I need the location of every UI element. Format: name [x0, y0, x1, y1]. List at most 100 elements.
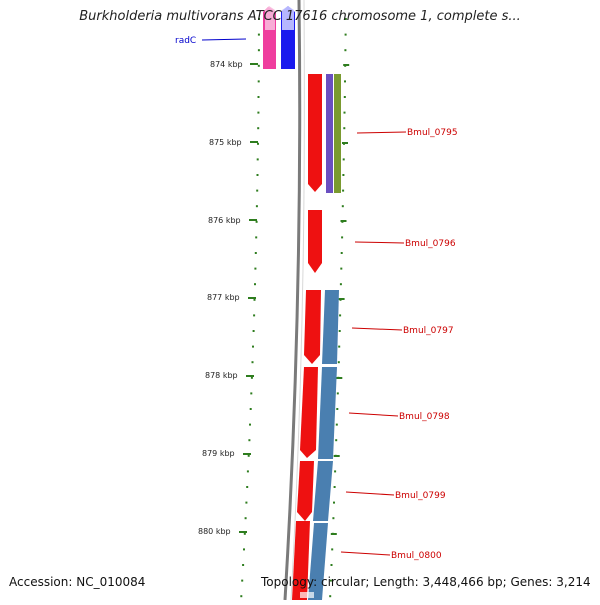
major-tick-right	[342, 142, 348, 144]
bmul-0798-label-line	[348, 412, 399, 417]
minor-tick-right	[338, 330, 341, 332]
minor-tick-right	[339, 283, 342, 286]
gene-bmul-0799-blue[interactable]	[313, 461, 333, 521]
gene-bmul-0795-olive[interactable]	[334, 74, 341, 193]
minor-tick-left	[252, 330, 255, 332]
gene-label-radc: radC	[175, 36, 196, 46]
major-tick-876	[249, 219, 257, 221]
minor-tick-right	[333, 486, 336, 488]
chromosome-backbone	[283, 0, 302, 601]
minor-tick-left	[257, 127, 260, 130]
gene-bmul-0797-blue[interactable]	[322, 290, 339, 364]
kbp-label-875: 875 kbp	[209, 138, 242, 147]
major-tick-right	[343, 64, 350, 66]
minor-tick-right	[329, 579, 332, 582]
page-title: Burkholderia multivorans ATCC 17616 chro…	[79, 9, 521, 24]
major-tick-right	[336, 377, 343, 379]
minor-tick-left	[243, 548, 245, 551]
minor-tick-right	[335, 423, 338, 426]
topology-text: Topology: circular; Length: 3,448,466 bp…	[261, 575, 591, 589]
minor-tick-right	[333, 501, 335, 504]
major-tick-right	[330, 533, 337, 535]
minor-tick-left	[257, 64, 260, 67]
gene-bmul-0795-cds[interactable]	[308, 74, 322, 192]
gene-bmul-0800-blue[interactable]	[308, 523, 328, 600]
minor-tick-right	[344, 18, 347, 20]
gene-bmul-0795-purple[interactable]	[326, 74, 333, 193]
minor-tick-left	[255, 220, 258, 223]
gene-label-bmul-0795: Bmul_0795	[407, 128, 458, 138]
gene-bmul-0798-cds[interactable]	[300, 367, 318, 458]
minor-tick-right	[334, 470, 337, 473]
minor-tick-left	[246, 470, 249, 473]
gene-bmul-0797-cds[interactable]	[304, 290, 321, 364]
minor-tick-left	[253, 298, 256, 301]
major-tick-879	[243, 453, 251, 455]
major-tick-880	[239, 531, 247, 533]
minor-tick-right	[342, 158, 345, 161]
major-tick-right	[333, 455, 340, 457]
kbp-label-874: 874 kbp	[210, 60, 243, 69]
minor-tick-right	[342, 174, 345, 176]
minor-tick-left	[253, 314, 256, 317]
major-tick-right	[340, 220, 347, 222]
kbp-label-878: 878 kbp	[205, 371, 238, 380]
gene-label-bmul-0799: Bmul_0799	[395, 491, 446, 501]
minor-tick-left	[256, 158, 259, 161]
minor-tick-right	[336, 408, 339, 410]
minor-tick-left	[251, 361, 254, 364]
minor-tick-right	[342, 189, 345, 192]
gene-label-bmul-0800: Bmul_0800	[391, 551, 442, 561]
minor-tick-left	[257, 111, 260, 114]
minor-tick-left	[257, 80, 260, 83]
minor-tick-left	[257, 49, 260, 52]
minor-tick-left	[249, 408, 252, 410]
gene-radc-pink-light	[265, 6, 275, 30]
minor-tick-right	[332, 517, 335, 520]
minor-tick-left	[250, 376, 253, 379]
bmul-0799-label-line	[345, 491, 395, 496]
gene-bmul-0799-cds[interactable]	[297, 461, 314, 521]
minor-tick-right	[344, 80, 346, 83]
accession-text: Accession: NC_010084	[9, 575, 146, 589]
minor-tick-right	[341, 205, 344, 208]
gene-bmul-0796-cds[interactable]	[308, 210, 322, 273]
minor-tick-left	[254, 283, 256, 286]
minor-tick-left	[242, 564, 245, 566]
kbp-label-876: 876 kbp	[208, 216, 241, 225]
kbp-label-877: 877 kbp	[207, 293, 240, 302]
minor-tick-right	[343, 127, 346, 130]
gene-label-bmul-0796: Bmul_0796	[405, 239, 456, 249]
bmul-0797-label-line	[351, 327, 403, 331]
major-tick-878	[246, 375, 254, 377]
minor-tick-left	[248, 439, 251, 442]
minor-tick-left	[256, 174, 259, 176]
gene-bmul-0800-cds[interactable]	[292, 521, 310, 600]
minor-tick-left	[256, 189, 259, 192]
bmul-0796-label-line	[354, 241, 405, 244]
minor-tick-right	[340, 267, 343, 270]
minor-tick-right	[335, 439, 338, 442]
minor-tick-left	[257, 96, 260, 98]
gene-bmul-0798-blue[interactable]	[318, 367, 337, 459]
minor-tick-left	[247, 454, 250, 457]
minor-tick-left	[257, 33, 260, 36]
radc-label-line	[201, 38, 247, 41]
minor-tick-left	[243, 532, 246, 535]
minor-tick-left	[246, 486, 249, 488]
minor-tick-right	[330, 564, 333, 566]
minor-tick-right	[337, 361, 340, 364]
minor-tick-right	[331, 548, 334, 551]
minor-tick-right	[341, 236, 344, 239]
minor-tick-right	[344, 33, 347, 36]
gene-label-bmul-0797: Bmul_0797	[403, 326, 454, 336]
minor-tick-left	[257, 142, 259, 145]
minor-tick-right	[340, 252, 343, 254]
minor-tick-left	[245, 501, 248, 504]
major-tick-875	[250, 141, 258, 143]
kbp-label-879: 879 kbp	[202, 449, 235, 458]
tick-marks-right	[329, 18, 350, 598]
minor-tick-right	[344, 49, 347, 52]
